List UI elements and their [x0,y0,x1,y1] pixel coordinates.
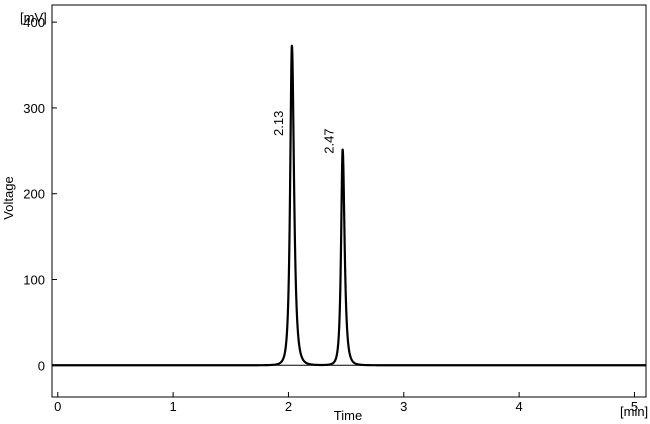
x-tick-label: 3 [400,399,407,414]
y-unit-label: [mV] [20,10,47,25]
y-tick-label: 200 [23,187,45,202]
y-axis-title: Voltage [1,176,16,219]
y-tick-label: 100 [23,272,45,287]
x-tick-label: 5 [631,399,638,414]
x-tick-label: 0 [54,399,61,414]
y-tick-label: 400 [23,15,45,30]
y-tick-label: 0 [38,358,45,373]
plot-border [51,4,647,398]
y-axis-ticks: 0 100 200 300 400 [23,15,57,373]
x-axis-ticks: 0 1 2 3 4 5 [54,392,638,414]
x-tick-label: 1 [169,399,176,414]
plot-frame [51,4,647,398]
y-tick-label: 300 [23,101,45,116]
x-tick-label: 2 [285,399,292,414]
signal-line [51,44,647,367]
peak-label: 2.47 [322,128,337,153]
peak-label: 2.13 [271,111,286,136]
x-tick-label: 4 [516,399,523,414]
peak-labels: 2.13 2.47 [271,111,337,154]
series-layer [51,44,647,367]
x-unit-label: [min] [620,404,648,419]
x-axis-title: Time [334,408,362,423]
